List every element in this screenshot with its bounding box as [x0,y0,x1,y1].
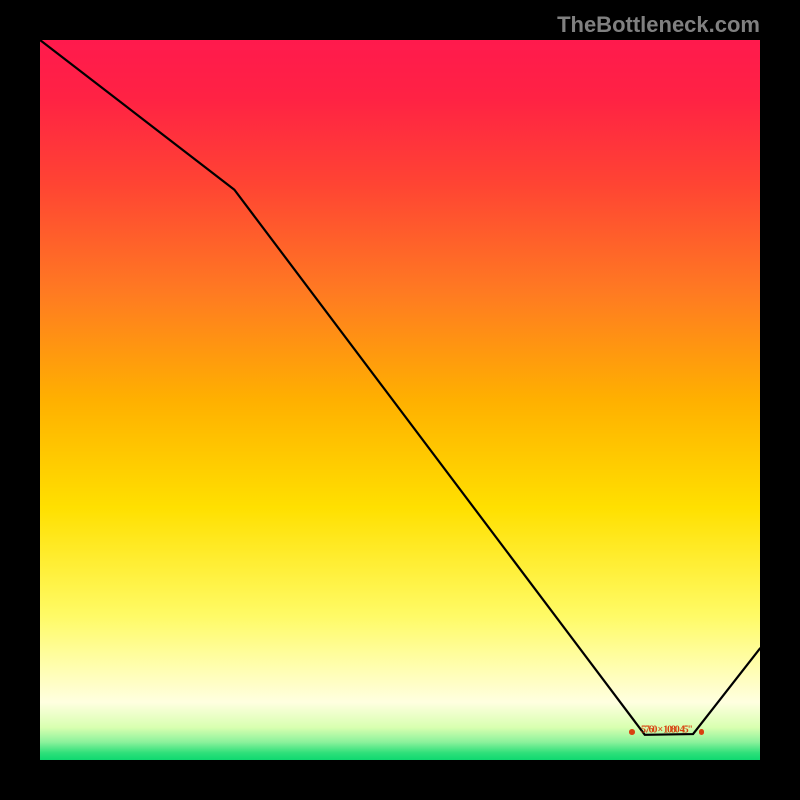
annotation-label: 5760 × 1080 45" [641,725,692,736]
watermark-text: TheBottleneck.com [557,12,760,38]
chart-frame: TheBottleneck.com 5760 × 1080 45" [0,0,800,800]
annotation-dot-left [629,729,635,735]
chart-main-line [40,40,760,735]
chart-line-layer [40,40,760,760]
plot-border-left [0,0,40,800]
plot-border-right [760,0,800,800]
plot-border-bottom [0,760,800,800]
